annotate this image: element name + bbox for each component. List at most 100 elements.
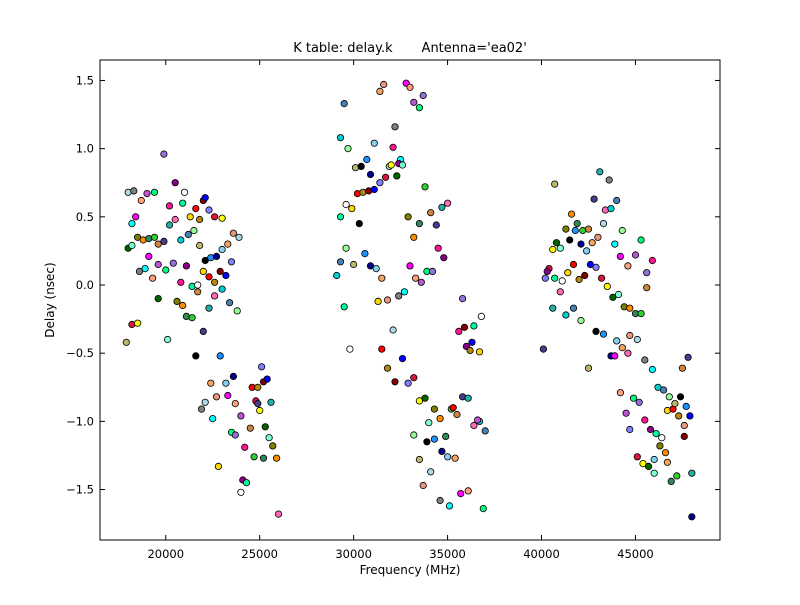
data-point [207,379,215,387]
data-point [427,209,435,217]
data-point [256,406,264,415]
data-point [455,327,463,335]
data-point [333,271,341,280]
data-point [639,459,647,468]
data-point [381,173,390,181]
y-tick-label: 0.5 [76,210,94,224]
data-point [464,394,472,402]
data-point [442,432,450,440]
data-point [443,199,452,207]
data-point [274,510,283,518]
data-point [597,274,606,282]
data-point [229,229,237,237]
data-point [378,345,386,353]
data-point [586,260,595,269]
data-point [165,202,174,210]
data-point [624,262,632,270]
data-point [562,311,570,319]
data-point [361,250,369,258]
data-point [269,442,277,450]
data-point [177,236,185,244]
data-point [150,233,159,241]
data-point [481,427,489,435]
data-point [663,458,672,466]
y-tick-label: −1.0 [66,414,94,428]
data-point [427,468,435,476]
data-point [680,432,688,440]
data-point [342,200,350,209]
data-point [184,230,192,239]
data-point [218,285,226,293]
data-point [549,304,557,312]
data-point [470,421,478,430]
data-point [130,187,138,195]
data-point [641,356,649,364]
data-point [567,210,576,218]
data-point [216,352,224,360]
data-point [380,80,388,89]
data-point [438,203,446,211]
data-point [443,453,452,461]
y-tick-label: 1.0 [76,142,94,156]
data-point [196,215,204,224]
data-point [643,269,651,277]
data-point [209,414,217,423]
data-point [231,399,239,408]
data-point [372,264,380,273]
data-point [237,488,245,496]
data-point [122,338,130,346]
data-point [404,213,412,221]
data-point [656,442,664,450]
data-point [614,290,623,299]
data-point [682,402,690,410]
data-point [349,260,358,269]
data-point [445,502,454,510]
y-tick-label: −0.5 [66,346,94,360]
data-point [556,244,564,252]
data-point [143,190,151,198]
data-point [629,394,638,402]
data-point [154,240,162,248]
data-point [473,416,482,424]
data-point [400,288,408,296]
data-point [404,379,412,387]
data-point [160,150,168,158]
data-point [391,123,399,131]
data-point [584,364,593,372]
data-point [370,185,378,194]
data-point [150,188,159,196]
data-point [466,346,474,355]
data-point [205,206,213,214]
data-point [128,241,136,250]
data-point [366,170,375,179]
data-point [577,240,585,248]
data-point [355,220,363,228]
data-point [196,241,204,250]
data-point [430,405,438,413]
data-point [383,296,392,304]
data-point [673,472,681,480]
data-point [599,330,608,338]
data-point [415,455,423,464]
data-point [421,183,429,191]
data-point [194,288,202,296]
data-point [214,462,222,470]
data-point [458,294,467,303]
data-point [613,196,621,205]
data-point [558,277,566,285]
data-point [588,239,596,247]
x-tick-label: 45000 [617,547,654,561]
data-point [419,481,427,490]
data-point [592,263,600,271]
data-point [607,205,615,213]
data-point [201,194,209,202]
data-point [678,364,687,372]
data-point [451,454,459,462]
data-point [154,294,162,303]
data-point [626,304,634,312]
data-point [241,443,249,451]
data-point [201,398,209,406]
x-tick-label: 25000 [241,547,278,561]
data-point [549,245,557,254]
data-point [599,220,608,228]
